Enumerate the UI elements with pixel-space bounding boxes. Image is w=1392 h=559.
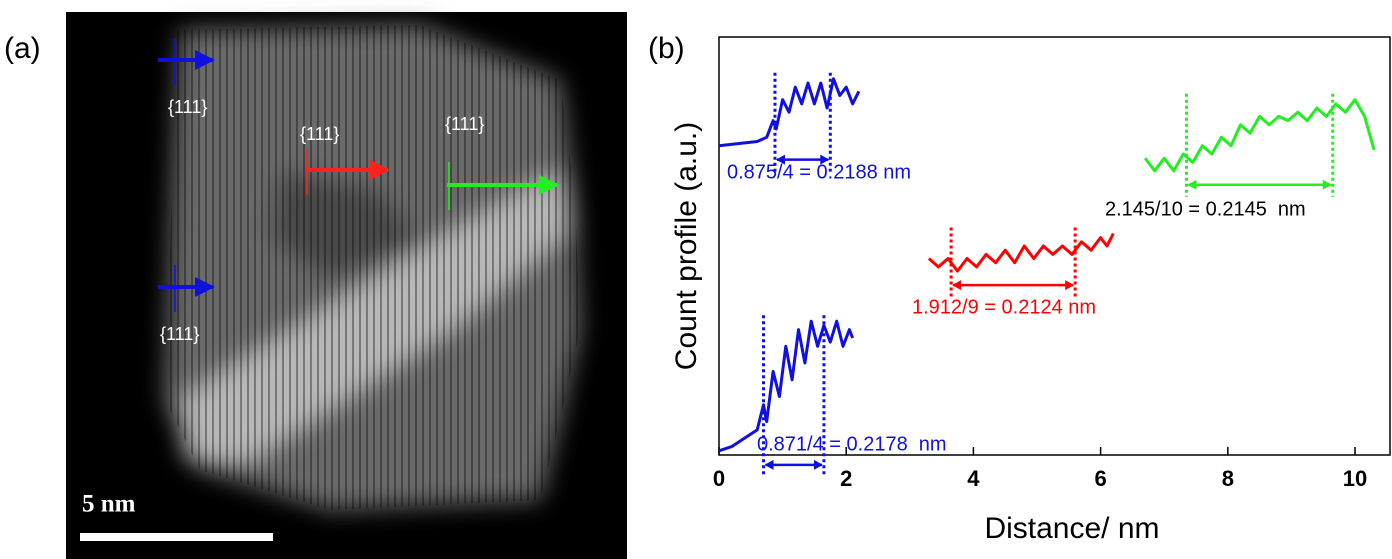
y-axis-label: Count profile (a.u.) bbox=[670, 122, 703, 370]
facet-label: {111} bbox=[300, 124, 339, 144]
panel-label: (a) bbox=[4, 32, 41, 65]
profile-line bbox=[1143, 98, 1376, 173]
x-tick-label: 0 bbox=[713, 466, 725, 491]
panel-label: (b) bbox=[648, 32, 685, 65]
profile-line bbox=[718, 319, 855, 453]
scale-bar bbox=[80, 533, 273, 541]
spacing-annotation: 2.145/10 = 0.2145 nm bbox=[1105, 198, 1306, 220]
spacing-annotation: 1.912/9 = 0.2124 nm bbox=[912, 296, 1096, 318]
x-tick-label: 10 bbox=[1343, 466, 1367, 491]
x-tick-label: 6 bbox=[1094, 466, 1106, 491]
facet-label: {111} bbox=[160, 324, 199, 344]
spacing-annotation: 0.871/4 = 0.2178 nm bbox=[757, 433, 947, 455]
spacing-annotation: 0.875/4 = 0.2188 nm bbox=[727, 161, 911, 183]
facet-label: {111} bbox=[168, 97, 207, 117]
profile-line bbox=[718, 77, 861, 148]
micrograph: {111} {111} {111} {111} 5 nm bbox=[66, 12, 627, 559]
x-tick-label: 4 bbox=[967, 466, 980, 491]
profile-line bbox=[927, 232, 1115, 273]
facet-label: {111} bbox=[445, 114, 484, 134]
x-tick-label: 2 bbox=[840, 466, 852, 491]
x-tick-label: 8 bbox=[1222, 466, 1234, 491]
x-axis-label: Distance/ nm bbox=[984, 512, 1159, 545]
scale-bar-label: 5 nm bbox=[82, 491, 136, 518]
plot-frame bbox=[718, 36, 1391, 456]
